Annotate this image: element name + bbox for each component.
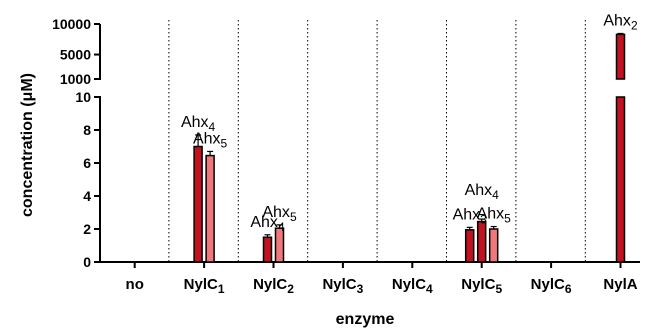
- x-tick-label: NylC1: [184, 276, 225, 296]
- bar: [193, 145, 203, 263]
- y-tick-label: 1000: [60, 71, 91, 87]
- bar: [615, 96, 626, 263]
- y-tick-label: 2: [83, 221, 91, 237]
- bar-data-label: Ahx4: [250, 214, 285, 234]
- bar: [464, 229, 475, 263]
- y-tick-label: 0: [83, 254, 91, 270]
- x-tick-label: NylC2: [253, 276, 294, 296]
- bar-data-label: Ahx4: [181, 114, 216, 134]
- bar: [262, 236, 273, 263]
- y-tick-label: 4: [83, 188, 91, 204]
- y-tick-label: 8: [83, 122, 91, 138]
- y-tick-label: 6: [83, 155, 91, 171]
- bar-data-label: Ahx2: [603, 12, 638, 32]
- bar-data-label: Ahx4: [465, 182, 500, 202]
- bar: [488, 228, 499, 263]
- x-tick-label: NylA: [603, 276, 637, 293]
- x-tick-label: NylC6: [531, 276, 572, 296]
- x-tick-label: NylC3: [322, 276, 363, 296]
- x-tick-labels: no NylC1 NylC2 NylC3 NylC4 NylC5 NylC6 NylA: [126, 262, 638, 296]
- y-tick-label: 10000: [52, 16, 91, 32]
- x-tick-label: NylC4: [392, 276, 433, 296]
- category-separators: [168, 20, 586, 262]
- axes: [99, 24, 640, 263]
- bar-data-label: Ahx5: [262, 204, 297, 224]
- bar-data-label: Ahx5: [193, 130, 228, 150]
- bar-data-label: Ahx5: [477, 206, 512, 226]
- bar-data-label: Ahx3: [453, 206, 488, 226]
- bar-upper-segment: [615, 33, 626, 80]
- x-tick-label: NylC5: [461, 276, 502, 296]
- y-ticks: 0 2 4 6 8 10 1000 5000 10000: [52, 16, 100, 270]
- x-tick-label: no: [126, 276, 144, 293]
- bar: [205, 154, 215, 263]
- y-axis-label: concentration (μM): [19, 73, 36, 217]
- bar: [476, 220, 487, 263]
- y-tick-label: 10: [75, 89, 91, 105]
- x-axis-label: enzyme: [336, 311, 395, 328]
- y-tick-label: 5000: [60, 47, 91, 63]
